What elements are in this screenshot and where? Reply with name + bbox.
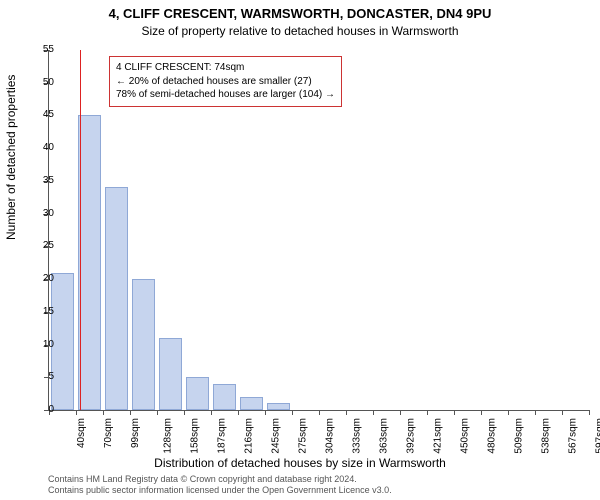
ytick-label: 25 (24, 240, 54, 251)
bar (159, 338, 183, 410)
marker-line (80, 50, 81, 410)
plot-area: 4 CLIFF CRESCENT: 74sqm ← 20% of detache… (48, 50, 589, 411)
xtick-label: 245sqm (271, 418, 282, 454)
ytick-label: 5 (24, 371, 54, 382)
xtick-mark (508, 410, 509, 415)
xtick-mark (130, 410, 131, 415)
annotation-line: 4 CLIFF CRESCENT: 74sqm (116, 61, 335, 75)
xtick-label: 333sqm (352, 418, 363, 454)
xtick-mark (76, 410, 77, 415)
xtick-mark (319, 410, 320, 415)
xtick-mark (292, 410, 293, 415)
ytick-label: 10 (24, 339, 54, 350)
bar (240, 397, 264, 410)
bar (213, 384, 237, 410)
ytick-label: 45 (24, 109, 54, 120)
y-axis-label: Number of detached properties (4, 75, 18, 240)
xtick-mark (103, 410, 104, 415)
chart-subtitle: Size of property relative to detached ho… (0, 24, 600, 38)
xtick-mark (535, 410, 536, 415)
ytick-label: 30 (24, 208, 54, 219)
footer-attribution: Contains HM Land Registry data © Crown c… (48, 474, 392, 497)
xtick-mark (373, 410, 374, 415)
ytick-label: 0 (24, 404, 54, 415)
xtick-label: 128sqm (163, 418, 174, 454)
ytick-label: 35 (24, 175, 54, 186)
annotation-line: 78% of semi-detached houses are larger (… (116, 88, 335, 102)
xtick-label: 304sqm (325, 418, 336, 454)
xtick-mark (157, 410, 158, 415)
annotation-box: 4 CLIFF CRESCENT: 74sqm ← 20% of detache… (109, 56, 342, 107)
xtick-label: 567sqm (568, 418, 579, 454)
xtick-label: 216sqm (244, 418, 255, 454)
x-axis-label: Distribution of detached houses by size … (0, 456, 600, 470)
bar (267, 403, 291, 410)
xtick-mark (454, 410, 455, 415)
xtick-mark (211, 410, 212, 415)
bar (186, 377, 210, 410)
bar (132, 279, 156, 410)
xtick-label: 392sqm (406, 418, 417, 454)
ytick-label: 50 (24, 77, 54, 88)
xtick-mark (400, 410, 401, 415)
xtick-mark (346, 410, 347, 415)
ytick-label: 40 (24, 142, 54, 153)
xtick-label: 509sqm (514, 418, 525, 454)
footer-line: Contains public sector information licen… (48, 485, 392, 496)
xtick-mark (427, 410, 428, 415)
bar (51, 273, 75, 410)
bar (105, 187, 129, 410)
xtick-label: 421sqm (433, 418, 444, 454)
xtick-mark (481, 410, 482, 415)
annotation-line: ← 20% of detached houses are smaller (27… (116, 75, 335, 89)
chart-container: 4, CLIFF CRESCENT, WARMSWORTH, DONCASTER… (0, 0, 600, 500)
xtick-label: 538sqm (541, 418, 552, 454)
xtick-label: 70sqm (103, 418, 114, 448)
xtick-label: 480sqm (487, 418, 498, 454)
xtick-label: 158sqm (190, 418, 201, 454)
xtick-label: 40sqm (76, 418, 87, 448)
xtick-label: 187sqm (217, 418, 228, 454)
xtick-mark (238, 410, 239, 415)
xtick-mark (265, 410, 266, 415)
xtick-label: 99sqm (130, 418, 141, 448)
ytick-label: 20 (24, 273, 54, 284)
ytick-label: 15 (24, 306, 54, 317)
xtick-mark (589, 410, 590, 415)
ytick-label: 55 (24, 44, 54, 55)
footer-line: Contains HM Land Registry data © Crown c… (48, 474, 392, 485)
xtick-label: 597sqm (595, 418, 600, 454)
xtick-mark (184, 410, 185, 415)
xtick-label: 275sqm (298, 418, 309, 454)
xtick-label: 363sqm (379, 418, 390, 454)
chart-title: 4, CLIFF CRESCENT, WARMSWORTH, DONCASTER… (0, 6, 600, 21)
xtick-label: 450sqm (460, 418, 471, 454)
xtick-mark (562, 410, 563, 415)
